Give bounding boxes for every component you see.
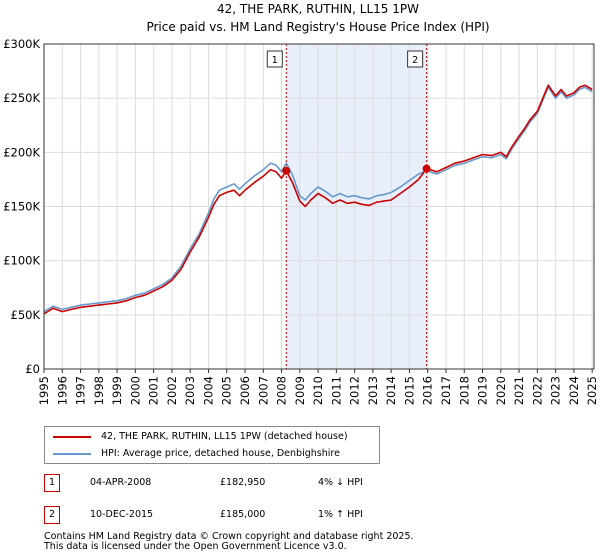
transaction-badge: 1 xyxy=(44,474,60,492)
transaction-price: £182,950 xyxy=(220,477,266,488)
plot-frame xyxy=(43,43,595,370)
plot-area: £0 £50K £100K £150K £200K £250K £300K 1995 1996 1… xyxy=(3,37,599,405)
x-tick-label: 2017 xyxy=(439,376,453,405)
x-tick-label: 2003 xyxy=(183,376,197,405)
x-tick-label: 2012 xyxy=(348,376,362,405)
x-tick-label: 2001 xyxy=(147,376,161,405)
chart-subtitle: Price paid vs. HM Land Registry's House … xyxy=(146,20,489,34)
x-tick-label: 2007 xyxy=(256,376,270,405)
x-tick-label: 2020 xyxy=(494,376,508,405)
x-tick-label: 2015 xyxy=(402,376,416,405)
x-tick-label: 1998 xyxy=(92,376,106,405)
transaction-hpi: 4% ↓ HPI xyxy=(318,477,363,488)
series-line-price-paid xyxy=(43,84,593,315)
transaction-date: 04-APR-2008 xyxy=(90,477,152,488)
legend: 42, THE PARK, RUTHIN, LL15 1PW (detached… xyxy=(44,426,380,464)
chart-title: 42, THE PARK, RUTHIN, LL15 1PW xyxy=(217,2,419,16)
x-tick-label: 2005 xyxy=(220,376,234,405)
legend-item-price: 42, THE PARK, RUTHIN, LL15 1PW (detached… xyxy=(53,429,348,445)
marker-label-box xyxy=(266,50,283,68)
x-tick-label: 2006 xyxy=(238,376,252,405)
x-tick-label: 2014 xyxy=(384,376,398,405)
x-tick-label: 2013 xyxy=(366,376,380,405)
x-tick-label: 2024 xyxy=(567,376,581,405)
x-tick-label: 1995 xyxy=(37,376,51,405)
x-tick-label: 2010 xyxy=(311,376,325,405)
transaction-date: 10-DEC-2015 xyxy=(90,509,154,520)
sale-point xyxy=(282,166,291,175)
x-tick-label: 2008 xyxy=(275,376,289,405)
y-tick-label: £200K xyxy=(3,145,40,159)
legend-line-red xyxy=(53,435,91,438)
y-tick-label: £150K xyxy=(3,200,40,214)
y-tick-label: £250K xyxy=(3,91,40,105)
x-tick-label: 2004 xyxy=(201,376,215,405)
x-tick-label: 1999 xyxy=(110,376,124,405)
marker-label: 2 xyxy=(412,55,418,66)
x-tick-label: 2025 xyxy=(585,376,599,405)
x-tick-label: 2009 xyxy=(293,376,307,405)
x-tick-label: 2018 xyxy=(457,376,471,405)
y-tick-label: £100K xyxy=(3,254,40,268)
transaction-badge: 2 xyxy=(44,506,60,524)
legend-item-hpi: HPI: Average price, detached house, Denb… xyxy=(53,446,340,462)
transaction-hpi: 1% ↑ HPI xyxy=(318,509,363,520)
transaction-price: £185,000 xyxy=(220,509,266,520)
x-tick-label: 2002 xyxy=(165,376,179,405)
footer-licence: This data is licensed under the Open Gov… xyxy=(44,541,347,552)
footer-copyright: Contains HM Land Registry data © Crown c… xyxy=(44,531,414,542)
x-tick-label: 2011 xyxy=(329,376,343,405)
x-tick-label: 2023 xyxy=(549,376,563,405)
y-tick-label: £50K xyxy=(11,308,41,322)
legend-label-hpi: HPI: Average price, detached house, Denb… xyxy=(101,448,340,459)
y-tick-label: £0 xyxy=(25,362,40,376)
y-tick-label: £300K xyxy=(3,37,40,51)
legend-label-price: 42, THE PARK, RUTHIN, LL15 1PW (detached… xyxy=(101,431,348,442)
x-tick-label: 2000 xyxy=(128,376,142,405)
marker-label-box xyxy=(407,50,424,68)
legend-line-blue xyxy=(53,452,91,455)
x-tick-label: 1997 xyxy=(74,376,88,405)
price-chart: 42, THE PARK, RUTHIN, LL15 1PW Price pai… xyxy=(3,2,599,405)
series-line-hpi xyxy=(43,86,593,313)
marker-label: 1 xyxy=(272,55,278,66)
footer: Contains HM Land Registry data © Crown c… xyxy=(44,532,414,552)
x-tick-label: 2019 xyxy=(476,376,490,405)
x-tick-label: 2022 xyxy=(530,376,544,405)
sale-point xyxy=(422,164,431,173)
x-tick-label: 2016 xyxy=(421,376,435,405)
x-tick-label: 1996 xyxy=(55,376,69,405)
x-tick-label: 2021 xyxy=(512,376,526,405)
